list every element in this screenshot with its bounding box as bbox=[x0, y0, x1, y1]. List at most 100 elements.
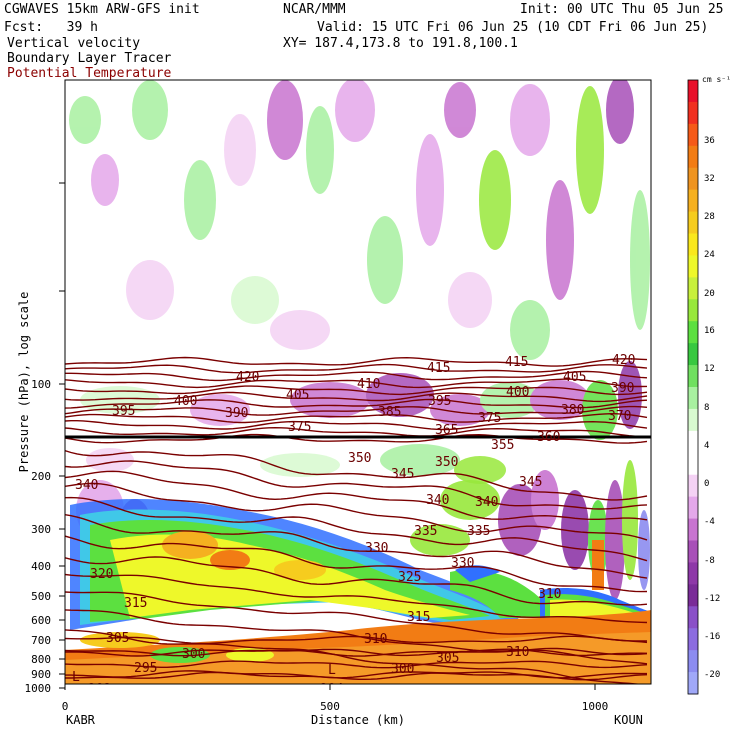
surface-warm-layer bbox=[65, 610, 651, 684]
colorbar-tick-label: 28 bbox=[704, 212, 715, 222]
theta-label: 325 bbox=[398, 570, 421, 585]
colorbar-tick-label: 36 bbox=[704, 136, 715, 146]
y-tick-label: 800 bbox=[31, 653, 51, 666]
colorbar-tick-label: 4 bbox=[704, 441, 709, 451]
theta-label: 355 bbox=[491, 438, 514, 453]
theta-label: 305 bbox=[436, 651, 459, 666]
colorbar-cell bbox=[688, 123, 698, 147]
theta-label: 390 bbox=[225, 406, 248, 421]
theta-contour bbox=[65, 370, 648, 382]
colorbar-cell bbox=[688, 80, 698, 103]
theta-contour bbox=[65, 482, 648, 541]
y-tick-label: 600 bbox=[31, 614, 51, 627]
colorbar-tick-label: 32 bbox=[704, 174, 715, 184]
theta-contour bbox=[65, 629, 643, 684]
colorbar-cell bbox=[688, 672, 698, 695]
theta-label: 395 bbox=[428, 394, 451, 409]
colorbar-tick-label: -8 bbox=[704, 556, 715, 566]
y-axis: 100 200 300 400 500 600 700 800 900 1000 bbox=[25, 182, 65, 695]
theta-label: 340 bbox=[475, 495, 498, 510]
theta-label: 345 bbox=[519, 475, 542, 490]
theta-contour bbox=[65, 535, 648, 593]
y-tick-label: 400 bbox=[31, 560, 51, 573]
x-axis-label: Distance (km) bbox=[311, 713, 405, 727]
y-tick-label: 300 bbox=[31, 523, 51, 536]
colorbar-cell bbox=[688, 277, 698, 300]
theta-label: 292 bbox=[88, 682, 111, 697]
colorbar-cell bbox=[688, 321, 698, 344]
theta-label: 350 bbox=[348, 451, 371, 466]
colorbar-tick-label: 0 bbox=[704, 479, 709, 489]
theta-labels: 420 415 415 420 410 405 405 400 390 395 … bbox=[72, 353, 635, 697]
theta-contour bbox=[65, 470, 648, 521]
theta-label: 420 bbox=[236, 370, 259, 385]
theta-contour bbox=[65, 412, 648, 424]
y-tick-label: 100 bbox=[31, 378, 51, 391]
colorbar-cell bbox=[688, 365, 698, 388]
theta-label: 415 bbox=[427, 361, 450, 376]
theta-contour bbox=[65, 391, 648, 403]
x-axis: 0 500 1000 bbox=[62, 684, 609, 713]
theta-label: 405 bbox=[563, 370, 586, 385]
theta-contour bbox=[65, 573, 648, 624]
colorbar-cell bbox=[688, 145, 698, 169]
model-title: CGWAVES 15km ARW-GFS init bbox=[4, 2, 200, 17]
colorbar-cell bbox=[688, 474, 698, 498]
colorbar-tick-label: -20 bbox=[704, 670, 720, 680]
colorbar-cell bbox=[688, 452, 698, 476]
theta-label: 315 bbox=[124, 596, 147, 611]
y-tick-label: 900 bbox=[31, 668, 51, 681]
colorbar-tick-label: 12 bbox=[704, 364, 715, 374]
theta-label: 395 bbox=[112, 404, 135, 419]
x-tick-label: 0 bbox=[62, 700, 69, 713]
theta-label: 320 bbox=[90, 567, 113, 582]
colorbar-cell bbox=[688, 518, 698, 541]
theta-label: 310 bbox=[506, 645, 529, 660]
field-vertical-velocity: Vertical velocity bbox=[7, 36, 141, 51]
theta-contour bbox=[65, 433, 648, 444]
y-axis-label: Pressure (hPa), log scale bbox=[17, 292, 31, 473]
theta-label: 360 bbox=[537, 430, 560, 445]
colorbar-cell bbox=[688, 650, 698, 673]
colorbar-cell bbox=[688, 211, 698, 234]
theta-contour bbox=[65, 356, 648, 367]
colorbar-tick-label: -4 bbox=[704, 517, 715, 527]
colorbar-tick-label: -12 bbox=[704, 594, 720, 604]
theta-contour bbox=[65, 647, 648, 657]
colorbar-cell bbox=[688, 606, 698, 629]
theta-contour bbox=[65, 671, 648, 681]
colorbar-tick-label: 16 bbox=[704, 326, 715, 336]
theta-label: 300 bbox=[391, 662, 414, 677]
colorbar-tick-label: 20 bbox=[704, 289, 715, 299]
y-tick-label: 1000 bbox=[25, 682, 52, 695]
low-marker: L bbox=[72, 670, 80, 685]
boundary-layer-plume bbox=[70, 498, 651, 630]
x-tick-label: 1000 bbox=[582, 700, 609, 713]
theta-label: 380 bbox=[561, 403, 584, 418]
theta-label: 315 bbox=[407, 610, 430, 625]
plot-frame bbox=[64, 79, 652, 685]
colorbar-cell bbox=[688, 343, 698, 366]
theta-contour bbox=[65, 450, 648, 501]
theta-label: 310 bbox=[364, 632, 387, 647]
theta-contour bbox=[65, 363, 648, 374]
colorbar-cell bbox=[688, 299, 698, 322]
colorbar-cell bbox=[688, 255, 698, 278]
theta-label: 365 bbox=[435, 423, 458, 438]
theta-contour bbox=[65, 609, 648, 665]
potential-temperature-contours bbox=[65, 356, 648, 684]
theta-label: 294 bbox=[320, 682, 344, 697]
theta-contour bbox=[65, 420, 648, 431]
colorbar-cell bbox=[688, 387, 698, 410]
theta-label: 300 bbox=[182, 647, 205, 662]
colorbar-cell bbox=[688, 101, 698, 125]
theta-label: 405 bbox=[286, 388, 309, 403]
theta-contour bbox=[65, 496, 648, 562]
theta-contour bbox=[65, 635, 647, 645]
theta-label: 390 bbox=[611, 381, 634, 396]
theta-contour bbox=[65, 426, 647, 438]
colorbar-tick-label: 24 bbox=[704, 250, 715, 260]
theta-label: 385 bbox=[378, 405, 401, 420]
theta-contour bbox=[65, 385, 648, 396]
